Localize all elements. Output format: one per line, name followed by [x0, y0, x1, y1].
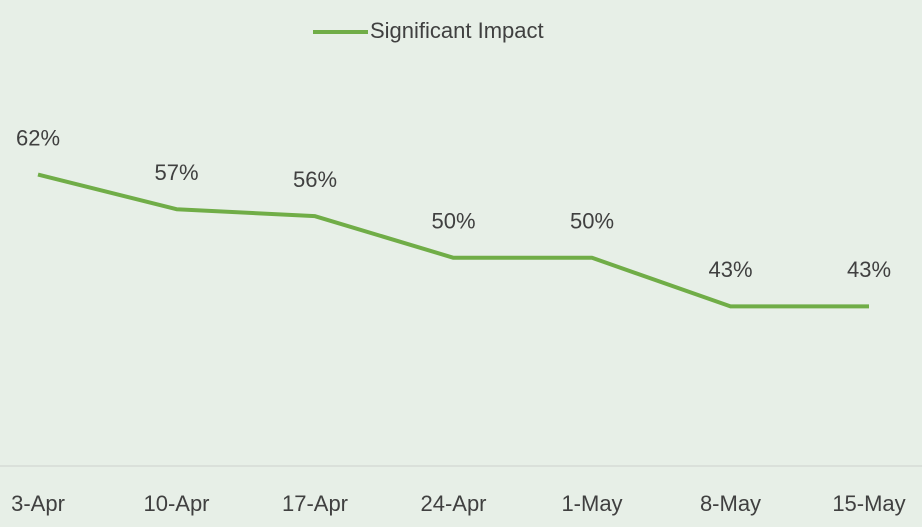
data-label: 43% [708, 257, 752, 282]
series-line [37, 172, 869, 309]
data-label: 62% [16, 125, 60, 150]
x-tick-label: 24-Apr [420, 491, 486, 516]
x-tick-label: 17-Apr [282, 491, 348, 516]
x-tick-label: 8-May [700, 491, 761, 516]
data-label: 57% [154, 160, 198, 185]
data-label: 50% [570, 209, 614, 234]
legend-label: Significant Impact [370, 18, 544, 43]
data-label: 50% [431, 209, 475, 234]
x-tick-label: 10-Apr [143, 491, 209, 516]
x-tick-label: 1-May [561, 491, 622, 516]
x-tick-label: 15-May [832, 491, 905, 516]
data-label: 43% [847, 257, 891, 282]
x-tick-label: 3-Apr [11, 491, 65, 516]
data-label: 56% [293, 167, 337, 192]
